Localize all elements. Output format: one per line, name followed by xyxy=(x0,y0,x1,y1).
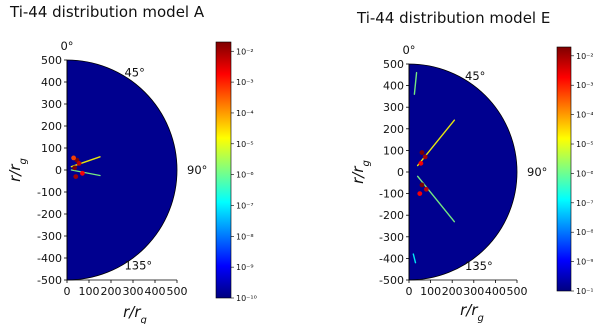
x-tick-label: 500 xyxy=(507,285,528,298)
y-tick-label: 300 xyxy=(41,98,62,111)
y-tick-label: -300 xyxy=(37,230,62,243)
colorbar: 10⁻² 10⁻³ 10⁻⁴ 10⁻⁵ 10⁻⁶ 10⁻⁷ 10⁻⁸ 10⁻⁹ 10⁻¹⁰ xyxy=(556,46,593,296)
clump-mark xyxy=(76,161,82,166)
panel-model-e: Ti-44 distribution model E50040030020010… xyxy=(349,9,593,324)
angle-label: 0° xyxy=(60,39,73,53)
y-tick-label: 400 xyxy=(41,76,62,89)
filament-mark xyxy=(70,169,101,177)
colorbar-tick-label: 10⁻¹⁰ xyxy=(576,287,593,296)
y-tick-label: -400 xyxy=(37,252,62,265)
y-tick-label: 400 xyxy=(383,80,404,93)
filament-mark xyxy=(413,71,418,95)
angle-label: 135° xyxy=(124,258,152,272)
y-tick-label: -500 xyxy=(379,274,404,287)
colorbar-tick-label: 10⁻⁵ xyxy=(236,140,254,149)
colorbar-tick-label: 10⁻³ xyxy=(576,81,593,90)
y-tick-label: 500 xyxy=(41,54,62,67)
colorbar-tick-label: 10⁻² xyxy=(576,52,593,61)
y-tick-label: -500 xyxy=(37,274,62,287)
y-tick-label: 200 xyxy=(383,123,404,136)
angle-label: 135° xyxy=(465,259,493,273)
y-tick-label: -300 xyxy=(379,231,404,244)
colorbar-tick-label: 10⁻³ xyxy=(236,78,254,87)
chart-title: Ti-44 distribution model A xyxy=(9,3,205,21)
colorbar-tick-label: 10⁻⁵ xyxy=(576,140,593,149)
y-axis-label: r/rg xyxy=(6,158,29,182)
colorbar: 10⁻² 10⁻³ 10⁻⁴ 10⁻⁵ 10⁻⁶ 10⁻⁷ 10⁻⁸ 10⁻⁹ 10⁻¹⁰ xyxy=(215,41,257,303)
colorbar-gradient xyxy=(556,46,572,292)
clump-mark xyxy=(73,174,79,180)
colorbar-tick-label: 10⁻² xyxy=(236,47,254,56)
panel-model-a: Ti-44 distribution model A50040030020010… xyxy=(6,3,257,324)
chart-title: Ti-44 distribution model E xyxy=(356,9,550,27)
clump-mark xyxy=(418,160,424,166)
colorbar-tick-label: 10⁻⁴ xyxy=(236,109,254,118)
y-tick-label: 200 xyxy=(41,120,62,133)
colorbar-tick-label: 10⁻⁶ xyxy=(236,171,254,180)
y-axis-label: r/rg xyxy=(349,160,372,184)
filament-mark xyxy=(412,253,417,264)
y-tick-label: 100 xyxy=(383,144,404,157)
colorbar-tick-label: 10⁻⁸ xyxy=(576,228,593,237)
x-tick-label: 200 xyxy=(101,285,122,298)
colorbar-tick-label: 10⁻⁸ xyxy=(236,232,254,241)
filament-mark xyxy=(70,156,101,168)
y-tick-label: -400 xyxy=(379,252,404,265)
angle-label: 45° xyxy=(465,69,485,83)
clump-mark xyxy=(419,150,425,155)
colorbar-tick-label: 10⁻⁴ xyxy=(576,111,593,120)
colorbar-tick-label: 10⁻⁷ xyxy=(576,199,593,208)
colorbar-tick-label: 10⁻⁷ xyxy=(236,201,254,210)
colorbar-tick-label: 10⁻⁹ xyxy=(236,263,254,272)
x-tick-label: 300 xyxy=(463,285,484,298)
x-tick-label: 0 xyxy=(406,285,413,298)
half-disk-domain xyxy=(66,59,178,281)
y-tick-label: 500 xyxy=(383,58,404,71)
y-tick-label: -200 xyxy=(379,209,404,222)
x-tick-label: 200 xyxy=(442,285,463,298)
y-tick-label: -200 xyxy=(37,208,62,221)
x-axis-label: r/rg xyxy=(460,301,484,324)
x-tick-label: 400 xyxy=(145,285,166,298)
y-tick-label: 300 xyxy=(383,101,404,114)
angle-label: 90° xyxy=(187,163,207,177)
clump-mark xyxy=(422,154,428,160)
angle-label: 45° xyxy=(124,66,144,80)
angle-label: 0° xyxy=(402,43,415,57)
clump-mark xyxy=(71,155,76,161)
x-tick-label: 500 xyxy=(167,285,188,298)
y-tick-label: 0 xyxy=(55,164,62,177)
x-tick-label: 100 xyxy=(420,285,441,298)
colorbar-tick-label: 10⁻⁶ xyxy=(576,169,593,178)
colorbar-gradient xyxy=(215,41,232,299)
clump-mark xyxy=(423,186,429,192)
colorbar-tick-label: 10⁻⁹ xyxy=(576,258,593,267)
clump-mark xyxy=(80,170,85,176)
y-tick-label: -100 xyxy=(37,186,62,199)
x-tick-label: 300 xyxy=(123,285,144,298)
clump-mark xyxy=(417,191,423,197)
colorbar-tick-label: 10⁻¹⁰ xyxy=(236,294,257,303)
x-tick-label: 400 xyxy=(485,285,506,298)
half-disk-domain xyxy=(408,63,518,281)
y-tick-label: -100 xyxy=(379,188,404,201)
clump-mark xyxy=(72,165,78,171)
y-tick-label: 0 xyxy=(397,166,404,179)
clump-mark xyxy=(419,182,425,188)
x-tick-label: 0 xyxy=(64,285,71,298)
x-tick-label: 100 xyxy=(79,285,100,298)
angle-label: 90° xyxy=(527,165,547,179)
x-axis-label: r/rg xyxy=(123,303,147,324)
y-tick-label: 100 xyxy=(41,142,62,155)
